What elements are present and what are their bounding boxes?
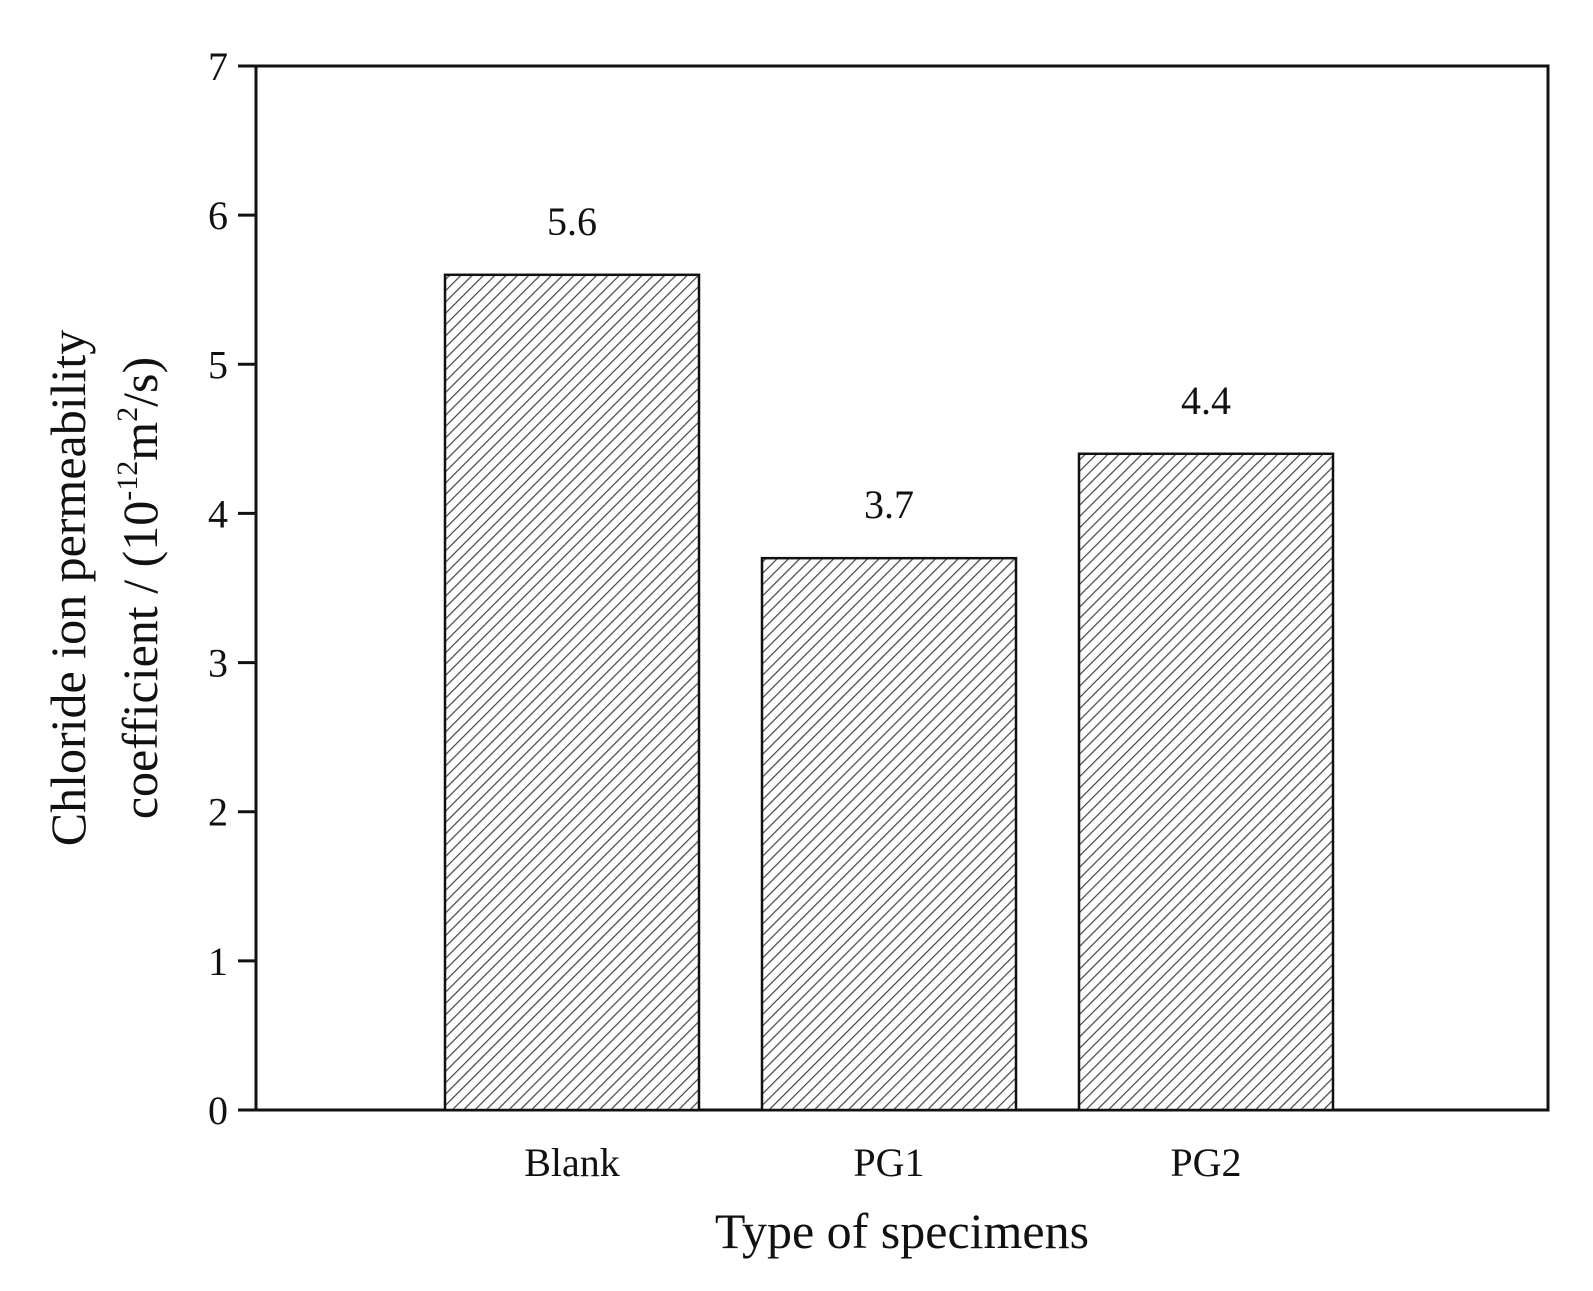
y-tick-label: 6 [208,193,228,238]
y-axis-title-prefix: coefficient / (10 [112,501,168,819]
data-label-pg2: 4.4 [1181,378,1231,423]
x-axis-title: Type of specimens [715,1203,1089,1259]
y-tick-label: 5 [208,342,228,387]
y-tick-label: 4 [208,491,228,536]
bar-blank [443,273,701,1112]
y-tick-label: 2 [208,790,228,835]
y-axis-title-suffix: /s) [112,357,168,407]
y-tick-label: 0 [208,1088,228,1133]
y-axis-title-exp2: 2 [111,407,144,422]
y-axis-title-line1: Chloride ion permeability [40,330,96,847]
bars: 5.6 3.7 4.4 [443,199,1335,1112]
x-tick-label-pg1: PG1 [853,1140,924,1185]
y-axis-title: Chloride ion permeability coefficient / … [40,330,168,847]
y-axis-ticks: 0 1 2 3 4 5 6 7 [208,44,256,1133]
data-label-blank: 5.6 [547,199,597,244]
data-label-pg1: 3.7 [864,482,914,527]
x-tick-label-pg2: PG2 [1170,1140,1241,1185]
y-axis-title-exp1: -12 [111,461,144,501]
x-axis-ticks: Blank PG1 PG2 [524,1140,1241,1185]
y-axis-title-line2: coefficient / (10-12m2/s) [111,357,168,819]
bar-pg1 [760,556,1018,1112]
y-tick-label: 3 [208,641,228,686]
y-tick-label: 1 [208,939,228,984]
y-axis-title-mid: m [112,422,168,461]
bar-pg2 [1077,452,1335,1112]
y-tick-label: 7 [208,44,228,89]
x-tick-label-blank: Blank [524,1140,620,1185]
